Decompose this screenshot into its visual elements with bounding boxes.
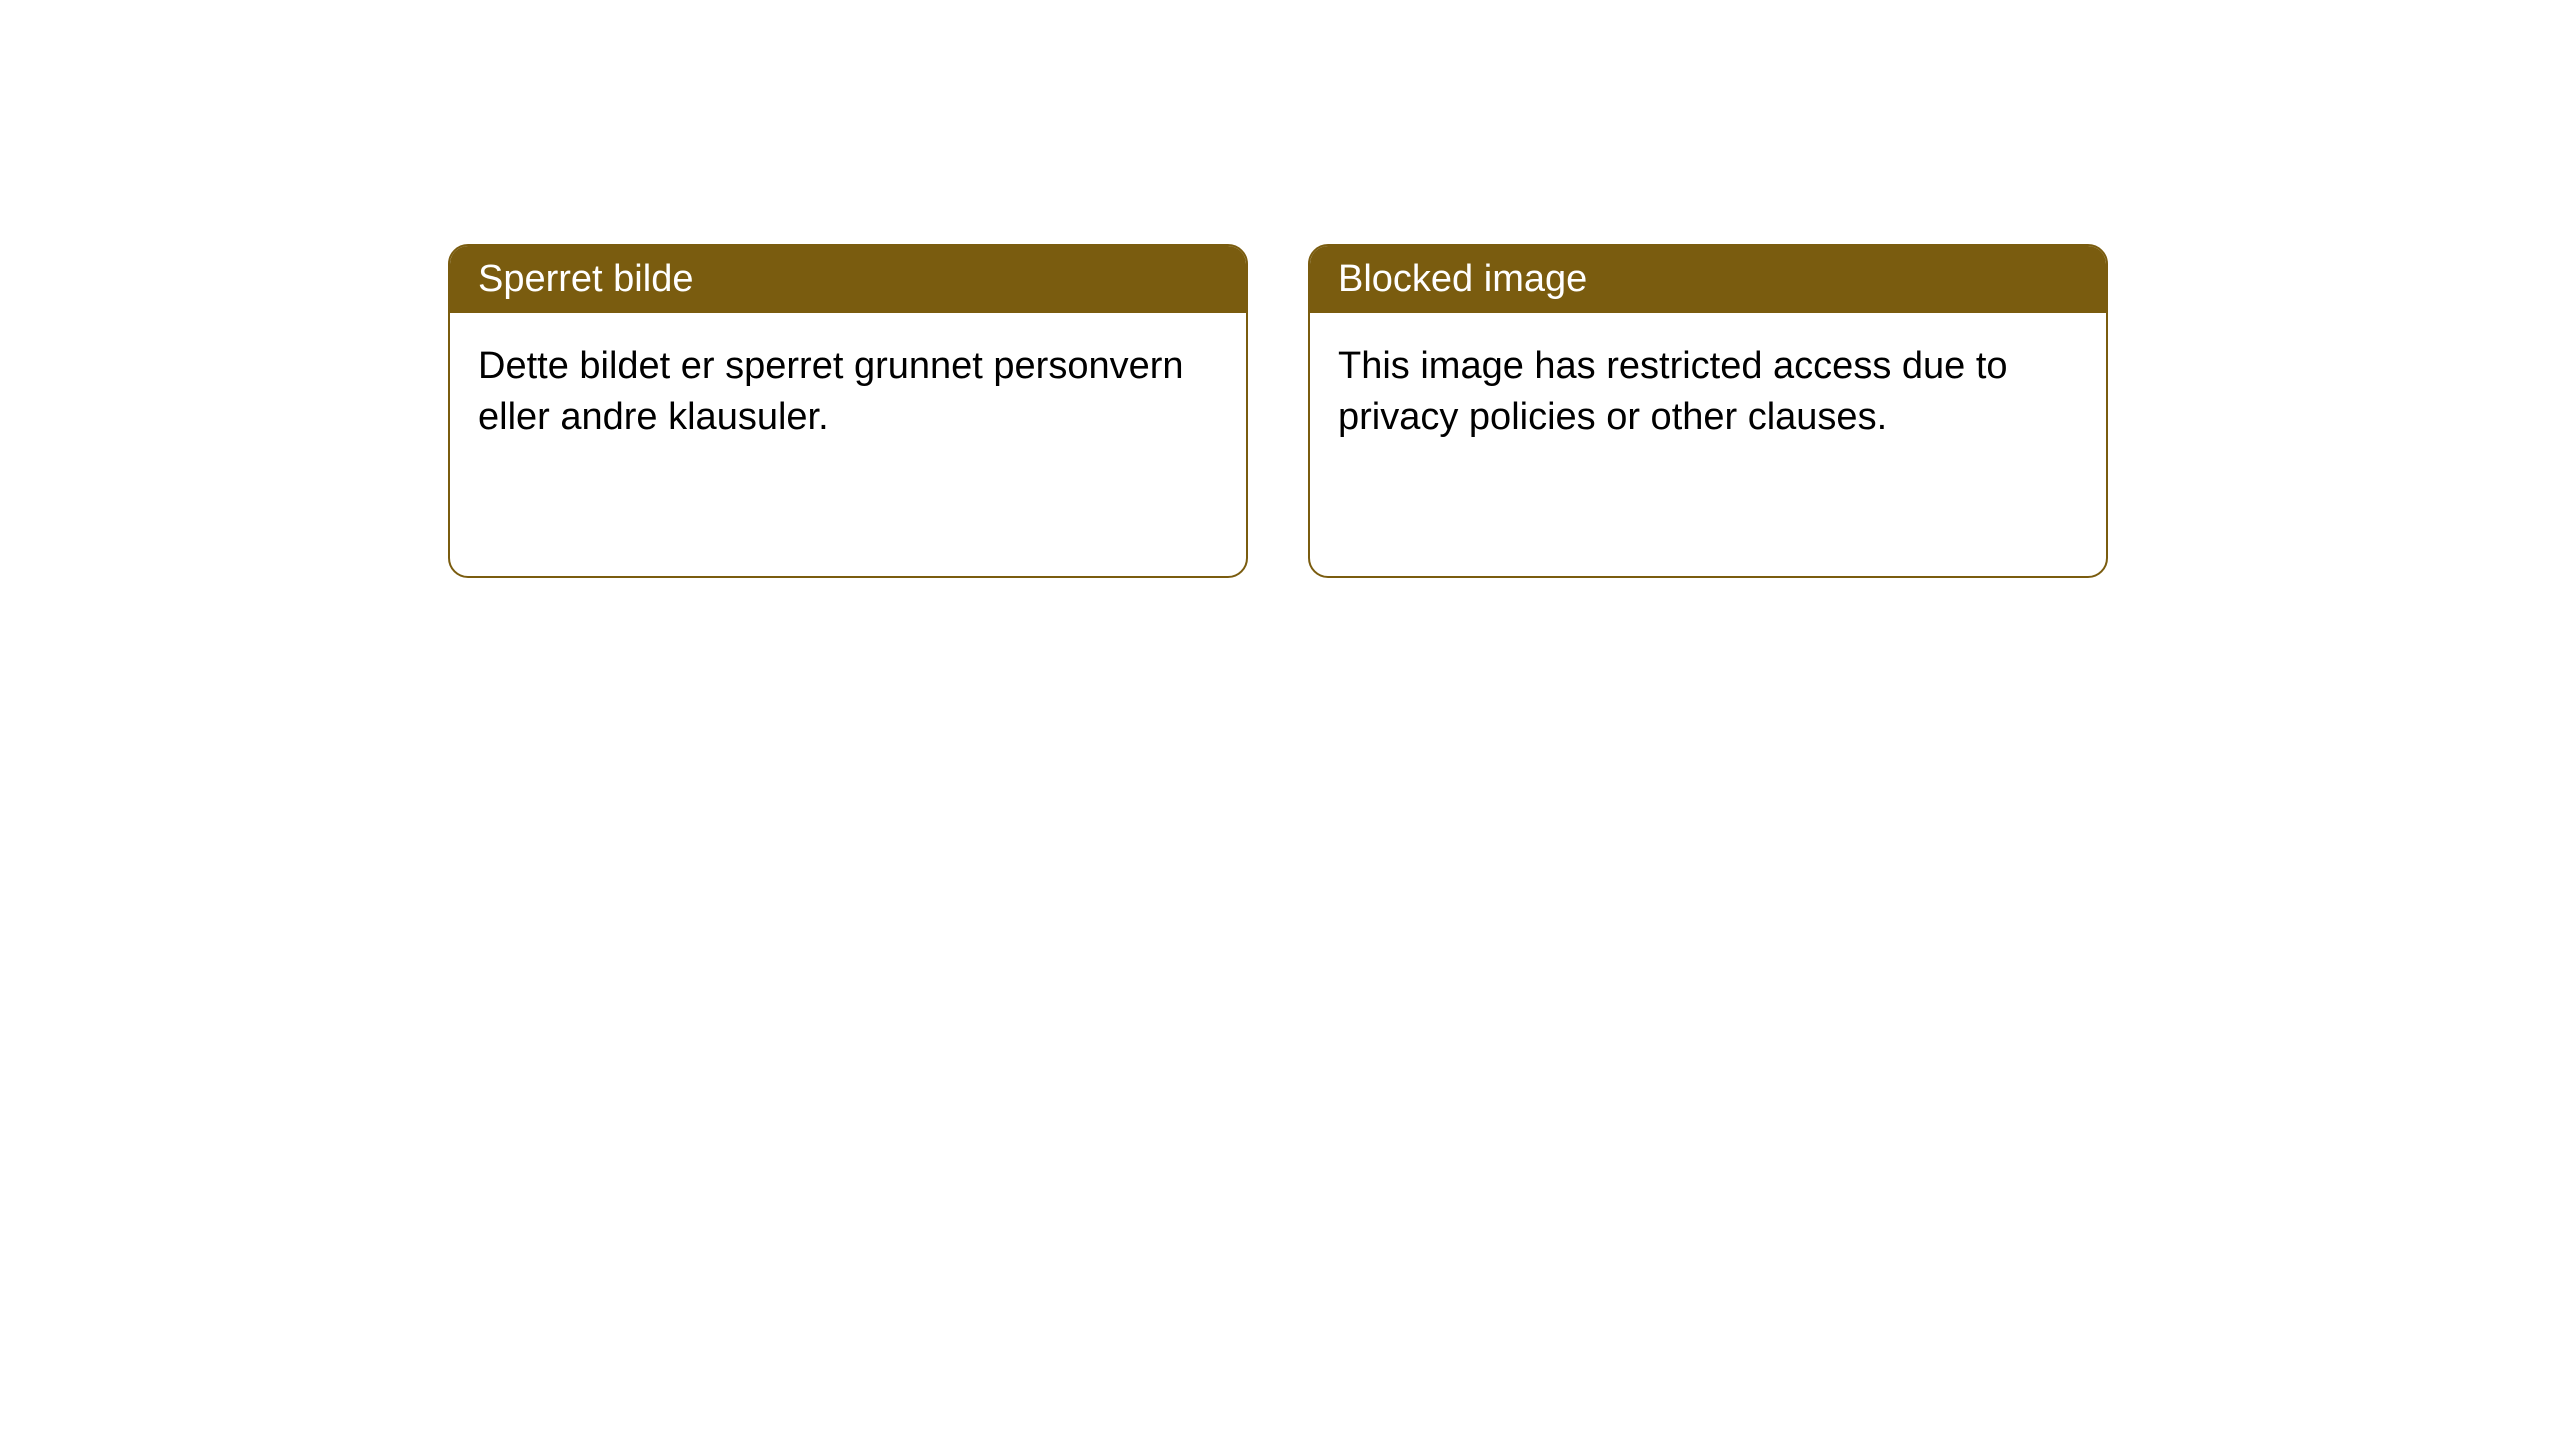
notice-box-norwegian: Sperret bilde Dette bildet er sperret gr…	[448, 244, 1248, 578]
notice-header: Sperret bilde	[450, 246, 1246, 313]
notice-body: Dette bildet er sperret grunnet personve…	[450, 313, 1246, 472]
notice-box-english: Blocked image This image has restricted …	[1308, 244, 2108, 578]
notice-container: Sperret bilde Dette bildet er sperret gr…	[448, 244, 2560, 578]
notice-header: Blocked image	[1310, 246, 2106, 313]
notice-body: This image has restricted access due to …	[1310, 313, 2106, 472]
